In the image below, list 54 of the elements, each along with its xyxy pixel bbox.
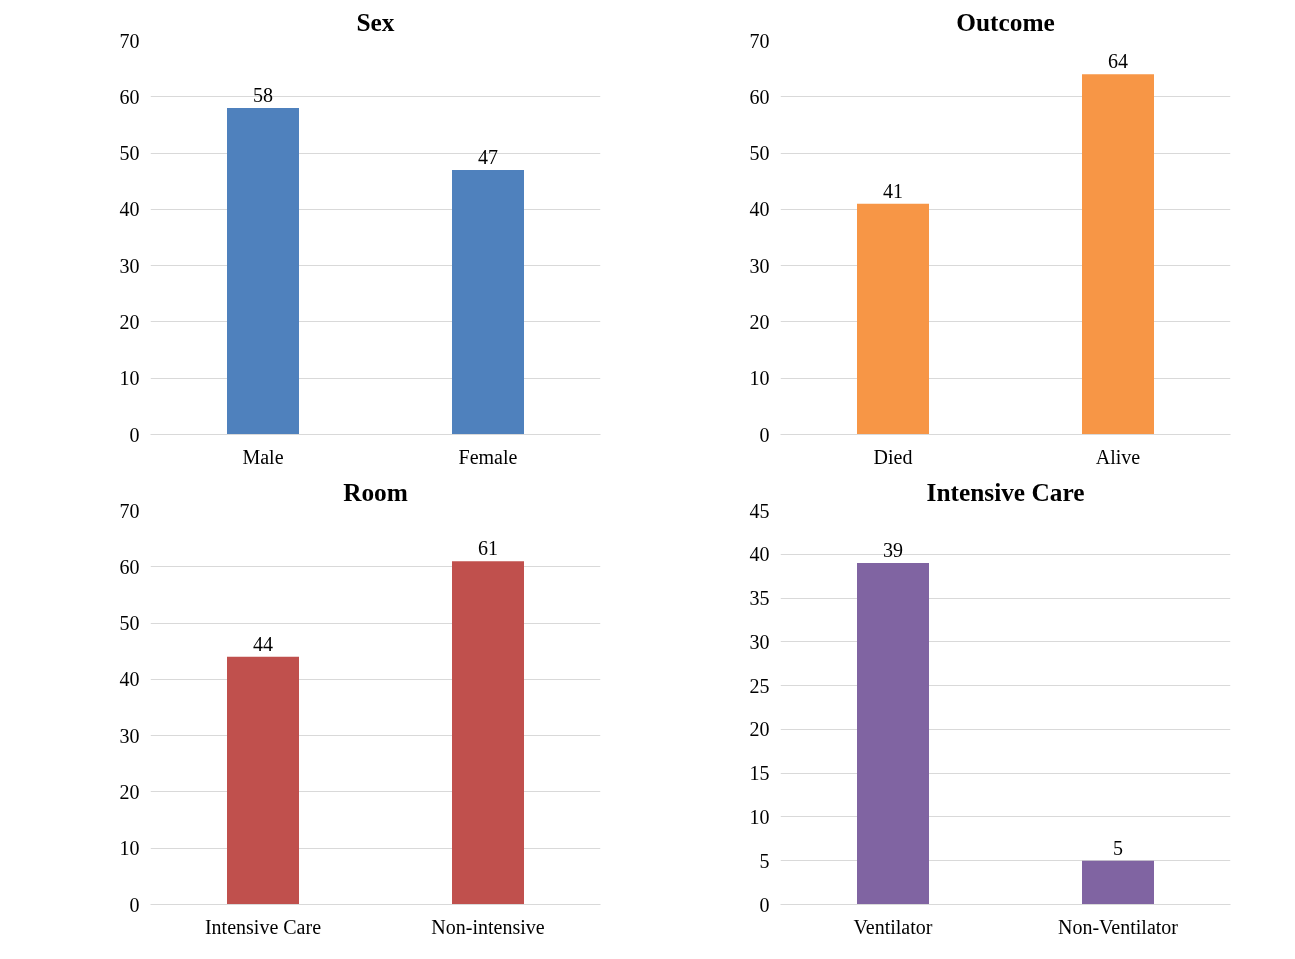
- chart-title: Intensive Care: [926, 477, 1085, 506]
- y-tick-label: 40: [749, 198, 770, 221]
- y-tick-label: 40: [119, 198, 140, 221]
- y-tick-label: 30: [749, 254, 770, 277]
- x-tick-label: Alive: [1095, 445, 1141, 468]
- y-tick-label: 0: [129, 893, 140, 916]
- data-label: 44: [253, 632, 273, 655]
- data-label: 41: [883, 179, 903, 202]
- y-tick-label: 70: [119, 499, 140, 522]
- y-tick-label: 70: [119, 29, 140, 52]
- chart-title: Outcome: [956, 7, 1055, 36]
- y-tick-label: 50: [119, 612, 140, 635]
- y-tick-label: 10: [119, 837, 140, 860]
- data-label: 64: [1108, 50, 1128, 73]
- data-label: 58: [253, 84, 273, 107]
- y-tick-label: 60: [119, 85, 140, 108]
- y-tick-label: 20: [119, 310, 140, 333]
- y-tick-label: 0: [759, 893, 770, 916]
- data-label: 39: [883, 539, 903, 562]
- y-tick-label: 40: [119, 668, 140, 691]
- y-tick-label: 30: [119, 724, 140, 747]
- y-tick-label: 40: [749, 543, 770, 566]
- y-tick-label: 60: [119, 555, 140, 578]
- y-tick-label: 70: [749, 29, 770, 52]
- y-tick-label: 50: [119, 142, 140, 165]
- y-tick-label: 20: [119, 780, 140, 803]
- y-tick-label: 10: [749, 367, 770, 390]
- y-tick-label: 10: [749, 805, 770, 828]
- y-tick-label: 60: [749, 85, 770, 108]
- x-tick-label: Non-Ventilator: [1058, 915, 1179, 938]
- data-label: 47: [478, 145, 498, 168]
- x-tick-label: Intensive Care: [204, 915, 322, 938]
- data-label: 5: [1113, 836, 1123, 859]
- x-tick-label: Male: [242, 445, 284, 468]
- y-tick-label: 0: [759, 423, 770, 446]
- y-tick-label: 30: [119, 254, 140, 277]
- x-tick-label: Female: [458, 445, 518, 468]
- y-tick-label: 35: [749, 587, 770, 610]
- y-tick-label: 0: [129, 423, 140, 446]
- data-label: 61: [478, 537, 498, 560]
- x-tick-label: Non-intensive: [431, 915, 545, 938]
- y-tick-label: 20: [749, 718, 770, 741]
- y-tick-label: 25: [749, 674, 770, 697]
- x-tick-label: Ventilator: [853, 915, 933, 938]
- chart-title: Room: [343, 477, 408, 506]
- y-tick-label: 5: [759, 849, 770, 872]
- chart-title: Sex: [356, 7, 395, 36]
- x-tick-label: Died: [873, 445, 913, 468]
- y-tick-label: 50: [749, 142, 770, 165]
- y-tick-label: 30: [749, 630, 770, 653]
- y-tick-label: 15: [749, 762, 770, 785]
- y-tick-label: 20: [749, 310, 770, 333]
- y-tick-label: 10: [119, 367, 140, 390]
- y-tick-label: 45: [749, 499, 770, 522]
